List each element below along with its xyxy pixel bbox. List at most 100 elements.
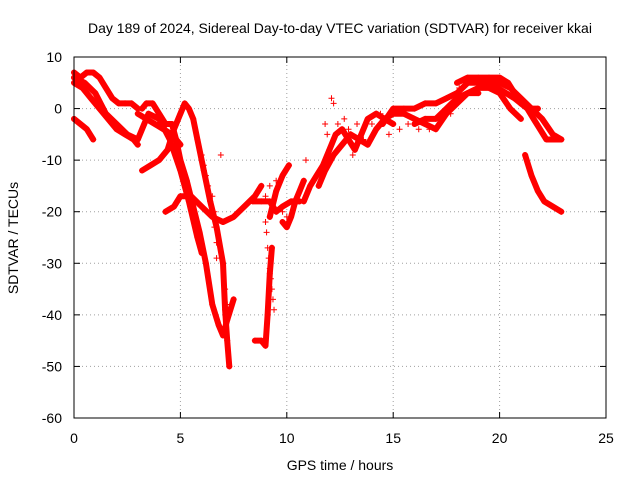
y-tick-label: -50 xyxy=(42,358,62,374)
data-point xyxy=(526,105,533,112)
data-point xyxy=(269,296,276,303)
x-tick-label: 10 xyxy=(279,430,295,446)
data-point xyxy=(183,177,190,184)
data-point xyxy=(222,286,229,293)
data-point xyxy=(134,110,141,117)
data-point xyxy=(194,136,201,143)
data-point xyxy=(530,115,537,122)
series-track-g xyxy=(162,182,265,226)
data-point xyxy=(339,141,346,148)
data-point xyxy=(328,95,335,102)
data-point xyxy=(96,74,103,81)
data-point xyxy=(534,105,541,112)
data-point xyxy=(405,121,412,128)
data-point xyxy=(200,167,207,174)
data-point xyxy=(202,260,209,267)
data-point xyxy=(77,121,84,128)
series-track-a xyxy=(71,115,97,143)
data-point xyxy=(502,90,509,97)
data-point xyxy=(88,95,95,102)
series-track-q xyxy=(485,79,541,112)
plot-area xyxy=(71,69,565,370)
data-point xyxy=(264,244,271,251)
data-point xyxy=(485,74,492,81)
data-point xyxy=(273,188,280,195)
x-axis-tick-labels: 0 5 10 15 20 25 xyxy=(70,430,614,446)
data-point xyxy=(266,265,273,272)
data-point xyxy=(360,136,367,143)
data-point xyxy=(454,79,461,86)
series-track-k xyxy=(266,162,292,220)
data-point xyxy=(349,151,356,158)
data-point xyxy=(92,90,99,97)
data-point xyxy=(485,84,492,91)
data-point xyxy=(528,172,535,179)
data-point xyxy=(267,275,274,282)
data-point xyxy=(213,239,220,246)
data-point xyxy=(443,95,450,102)
data-point xyxy=(190,115,197,122)
data-point xyxy=(83,126,90,133)
data-point xyxy=(139,167,146,174)
data-point xyxy=(549,136,556,143)
data-point xyxy=(102,84,109,91)
data-point xyxy=(230,213,237,220)
data-point xyxy=(390,121,397,128)
data-point xyxy=(266,213,273,220)
series-track-r xyxy=(411,84,524,128)
data-point xyxy=(315,182,322,189)
data-point xyxy=(437,115,444,122)
data-point xyxy=(511,95,518,102)
data-point xyxy=(90,136,97,143)
data-point xyxy=(432,126,439,133)
data-point xyxy=(400,105,407,112)
x-tick-label: 5 xyxy=(177,430,185,446)
data-point xyxy=(558,136,565,143)
data-point xyxy=(219,260,226,267)
data-point xyxy=(188,193,195,200)
data-point xyxy=(541,198,548,205)
data-point xyxy=(262,193,269,200)
data-point xyxy=(385,131,392,138)
data-point xyxy=(534,188,541,195)
data-point xyxy=(422,100,429,107)
x-tick-label: 0 xyxy=(70,430,78,446)
data-point xyxy=(162,121,169,128)
data-point xyxy=(300,177,307,184)
data-point xyxy=(475,74,482,81)
data-point xyxy=(113,121,120,128)
data-point xyxy=(264,311,271,318)
plot-frame xyxy=(73,56,607,419)
data-point xyxy=(322,167,329,174)
data-point xyxy=(217,151,224,158)
data-point xyxy=(202,172,209,179)
data-point xyxy=(339,126,346,133)
y-tick-label: -40 xyxy=(42,307,62,323)
x-tick-label: 25 xyxy=(598,430,614,446)
data-point xyxy=(109,95,116,102)
data-point xyxy=(224,337,231,344)
data-point xyxy=(332,131,339,138)
data-point xyxy=(205,182,212,189)
data-point xyxy=(171,203,178,210)
data-point xyxy=(134,141,141,148)
data-point xyxy=(464,90,471,97)
data-point xyxy=(285,162,292,169)
data-point xyxy=(177,110,184,117)
y-tick-label: -20 xyxy=(42,204,62,220)
data-point xyxy=(396,126,403,133)
series-line xyxy=(279,177,307,231)
data-point xyxy=(273,177,280,184)
y-axis-tick-labels: 10 0 -10 -20 -30 -40 -50 -60 xyxy=(42,49,62,426)
data-point xyxy=(230,296,237,303)
data-point xyxy=(249,198,256,205)
x-tick-label: 15 xyxy=(385,430,401,446)
x-axis-label: GPS time / hours xyxy=(287,457,394,473)
data-point xyxy=(307,182,314,189)
data-point xyxy=(522,151,529,158)
data-point xyxy=(219,219,226,226)
series-track-j xyxy=(251,244,275,349)
data-point xyxy=(326,146,333,153)
y-tick-label: -10 xyxy=(42,152,62,168)
